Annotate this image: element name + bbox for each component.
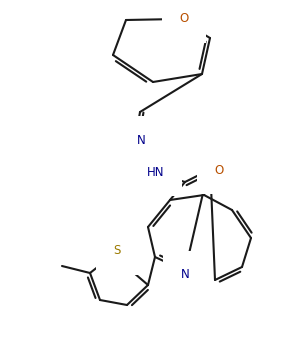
Text: N: N [136, 134, 146, 147]
Text: HN: HN [147, 165, 165, 178]
Text: S: S [113, 244, 121, 257]
Text: O: O [214, 164, 224, 177]
Text: O: O [179, 13, 189, 26]
Text: N: N [181, 269, 190, 282]
